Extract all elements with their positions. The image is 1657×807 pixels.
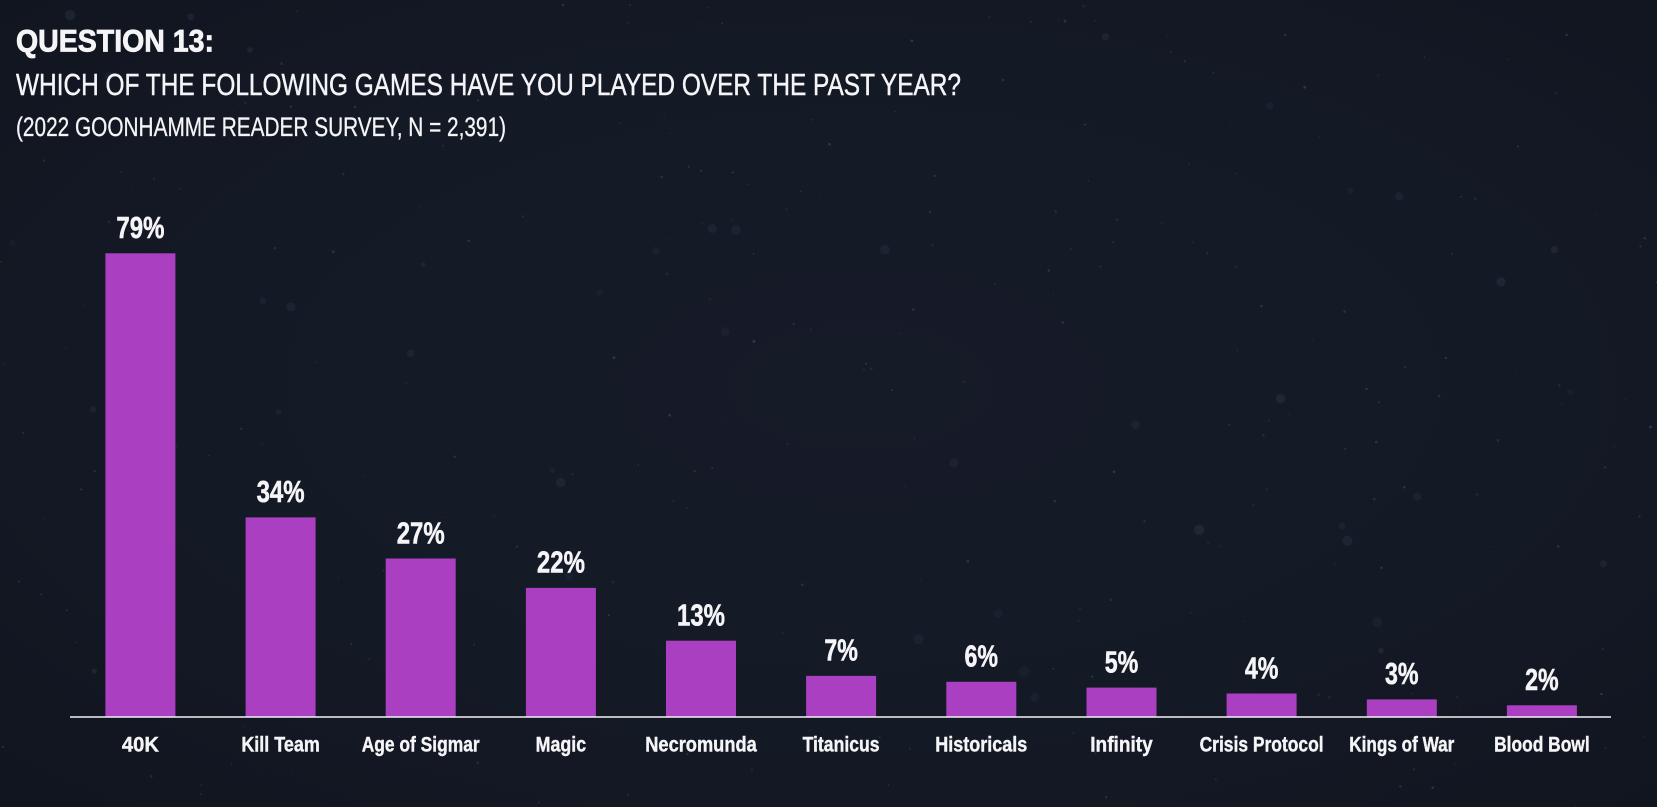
svg-text:Necromunda: Necromunda: [645, 733, 757, 757]
svg-text:Historicals: Historicals: [935, 733, 1027, 757]
svg-text:Blood Bowl: Blood Bowl: [1494, 733, 1590, 757]
svg-text:7%: 7%: [824, 633, 858, 668]
svg-text:40K: 40K: [122, 733, 159, 757]
svg-text:6%: 6%: [965, 639, 999, 674]
svg-text:(2022 GOONHAMME READER SURVEY,: (2022 GOONHAMME READER SURVEY, N = 2,391…: [16, 112, 506, 142]
svg-text:Magic: Magic: [536, 733, 587, 757]
svg-text:3%: 3%: [1385, 656, 1419, 691]
svg-text:13%: 13%: [677, 598, 725, 633]
svg-text:27%: 27%: [397, 515, 445, 550]
svg-text:QUESTION 13:: QUESTION 13:: [16, 23, 214, 59]
svg-text:34%: 34%: [257, 474, 305, 509]
svg-text:WHICH OF THE FOLLOWING GAMES H: WHICH OF THE FOLLOWING GAMES HAVE YOU PL…: [16, 68, 961, 102]
svg-text:Kill Team: Kill Team: [241, 733, 320, 757]
svg-text:2%: 2%: [1525, 662, 1559, 697]
svg-text:5%: 5%: [1105, 644, 1139, 679]
svg-text:79%: 79%: [116, 210, 164, 245]
svg-text:Infinity: Infinity: [1090, 733, 1153, 757]
svg-text:Age of Sigmar: Age of Sigmar: [362, 733, 481, 757]
svg-text:4%: 4%: [1245, 650, 1279, 685]
svg-text:Titanicus: Titanicus: [803, 733, 880, 757]
svg-text:Kings of War: Kings of War: [1349, 733, 1454, 757]
svg-text:Crisis Protocol: Crisis Protocol: [1200, 733, 1324, 757]
svg-text:22%: 22%: [537, 545, 585, 580]
